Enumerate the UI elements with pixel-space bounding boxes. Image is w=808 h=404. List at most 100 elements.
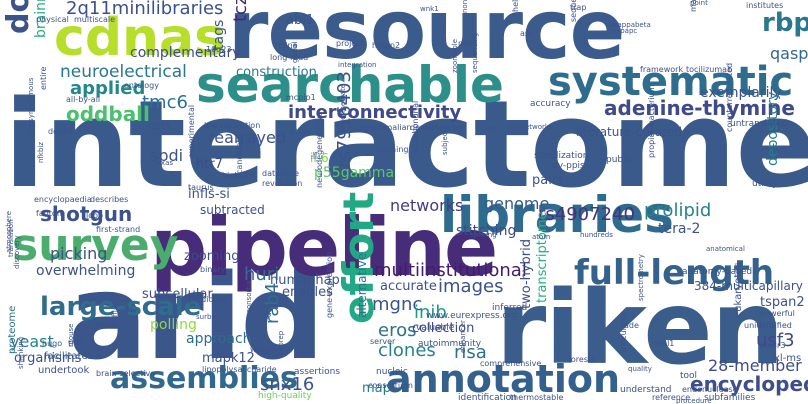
word: exemplarily: [700, 85, 782, 101]
word: 2q11minilibraries: [66, 0, 224, 19]
word: mcpip1: [286, 93, 316, 102]
word: framework: [640, 65, 684, 74]
word: project: [336, 39, 364, 48]
word: lps: [772, 143, 787, 154]
word: institutes: [746, 1, 784, 10]
word: rbp: [762, 8, 808, 38]
word: risa: [454, 342, 487, 363]
word: fantom: [36, 209, 65, 218]
word: polling: [150, 317, 197, 333]
word: sequences: [569, 0, 578, 22]
word: searchable: [196, 56, 504, 114]
word: candidate: [235, 134, 244, 174]
word: asl: [520, 29, 532, 38]
word: hugo: [42, 339, 63, 348]
word: assertions: [294, 367, 341, 377]
word: zooming: [184, 249, 240, 264]
word: stitching: [456, 223, 517, 239]
word: oddball: [66, 102, 150, 126]
word: spectrometry: [637, 254, 645, 301]
word: global: [291, 41, 299, 63]
word: facilitates: [44, 351, 93, 362]
word: adenine-thymine: [604, 96, 795, 120]
word: inib: [414, 302, 447, 323]
word: rearrayed: [208, 128, 287, 147]
word: transcriptome: [535, 211, 550, 304]
word: lipopolysaccharide: [202, 365, 277, 374]
word: snx16: [260, 374, 315, 395]
word: nucleic: [376, 367, 408, 377]
word: multiinstitutional: [374, 260, 527, 281]
word: tcz: [230, 0, 251, 22]
word: spdi: [150, 146, 184, 165]
word: applied: [70, 78, 146, 99]
word: desert: [48, 127, 74, 136]
word: il-6: [310, 151, 329, 165]
word: encyclopedia: [690, 372, 808, 396]
word: high-quality: [258, 391, 312, 401]
word: construction: [236, 65, 317, 80]
word: mapk12: [202, 351, 255, 366]
word: images: [438, 276, 504, 297]
word: 28-member: [708, 356, 802, 375]
word: experimental: [187, 104, 196, 158]
word: long-read: [270, 53, 309, 62]
word: understand: [620, 385, 672, 395]
word: inferred: [492, 303, 528, 313]
word: procedure: [676, 397, 712, 404]
word: untranslated: [730, 119, 788, 129]
word: unidentified: [744, 321, 792, 330]
word: wnk1: [420, 5, 439, 13]
word: libraries: [440, 186, 674, 244]
word: large-scale: [40, 292, 202, 322]
word: www.eurexpress.org: [426, 311, 518, 321]
word: anatomical: [706, 245, 745, 253]
word: describes: [90, 195, 129, 204]
word: splicing: [470, 231, 497, 239]
word: all-by-all: [66, 95, 101, 104]
word: oxpapc: [612, 27, 638, 35]
word: counterregulated: [725, 62, 734, 132]
word: server: [370, 337, 396, 346]
word: htr7: [196, 157, 223, 172]
word: nds: [458, 39, 473, 48]
word: py-ppis: [552, 161, 585, 171]
word: shotgun: [40, 202, 133, 226]
word: huri: [244, 264, 280, 285]
word: subtracted: [200, 203, 265, 217]
word: assemblies: [110, 361, 298, 396]
word: picking: [50, 244, 108, 263]
word: ugt: [265, 305, 273, 317]
word: webs: [250, 345, 271, 354]
word: interconnectivity: [288, 102, 462, 123]
word: sequencing: [471, 32, 479, 73]
word: organisms: [14, 351, 82, 366]
word: shrinking: [17, 336, 25, 369]
word: riken: [496, 269, 784, 388]
word: point: [690, 0, 708, 7]
word: two-hybrid: [519, 238, 534, 309]
word: s8: [486, 125, 495, 133]
word: tycler: [96, 321, 119, 330]
word: qasp: [770, 44, 808, 63]
word: prediction: [188, 295, 229, 304]
word: endonuclease: [682, 385, 738, 394]
word: inoculator: [619, 311, 628, 352]
word: systematic: [548, 59, 794, 105]
word: biologist: [222, 171, 256, 180]
word: ndel1: [652, 339, 675, 348]
word: survey: [12, 220, 179, 271]
word: enables: [282, 285, 333, 300]
word: rab4: [262, 282, 283, 324]
word: tocilizumab: [686, 65, 733, 74]
word: eros: [378, 320, 417, 341]
word: autoimmunity: [418, 339, 482, 349]
word: iskappabeta: [608, 21, 651, 29]
word: rs4907240: [538, 204, 635, 225]
word: resource: [228, 0, 625, 78]
word: first-strand: [96, 225, 141, 234]
word: texas: [154, 159, 174, 167]
word: clones: [378, 340, 436, 361]
word: database: [262, 169, 300, 178]
